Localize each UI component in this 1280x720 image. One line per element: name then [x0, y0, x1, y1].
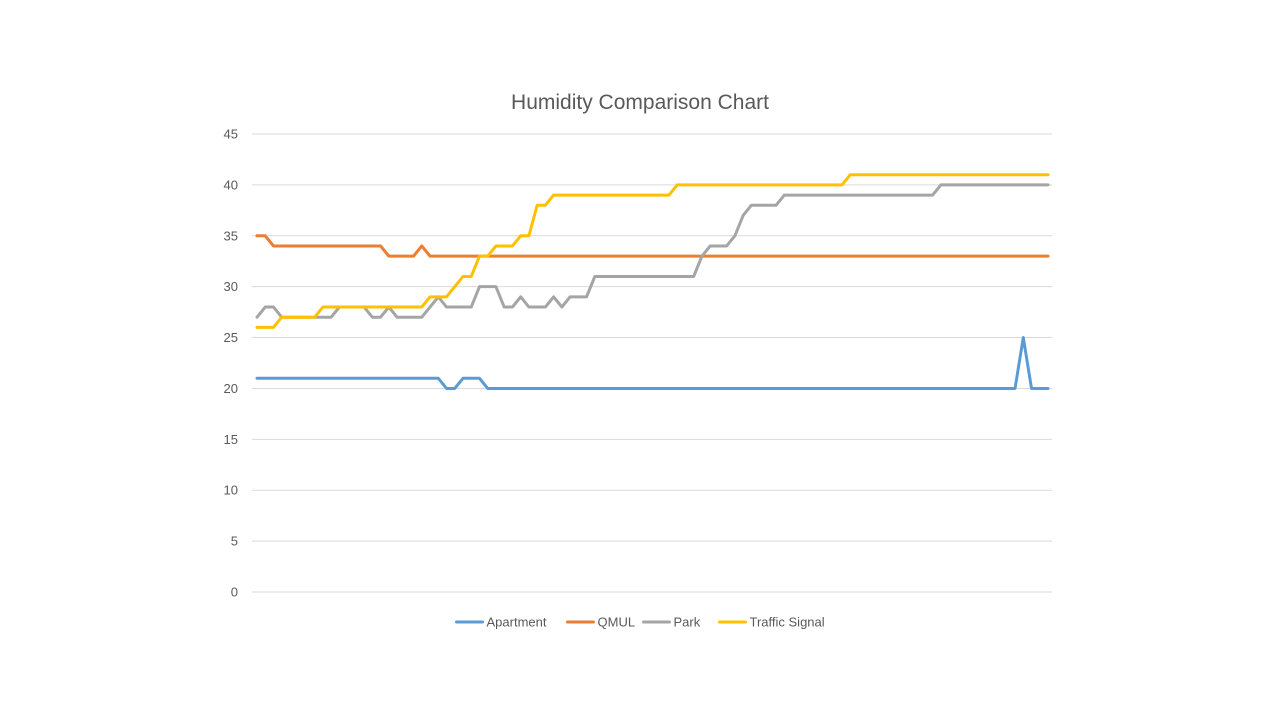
gridlines	[252, 133, 1052, 593]
y-tick-label: 20	[224, 381, 238, 396]
y-tick-label: 0	[231, 585, 238, 600]
series-line-traffic-signal	[255, 173, 1050, 329]
legend-item-traffic-signal: Traffic Signal	[718, 615, 825, 630]
legend-label: Apartment	[487, 615, 547, 630]
legend-item-apartment: Apartment	[455, 615, 547, 630]
y-tick-label: 25	[224, 330, 238, 345]
y-tick-label: 40	[224, 177, 238, 192]
y-tick-label: 35	[224, 228, 238, 243]
y-axis-ticks: 0 5 10 15 20 25 30 35 40 45	[224, 127, 238, 600]
series-line-qmul	[255, 234, 1050, 258]
series-lines	[255, 173, 1050, 390]
legend-label: Traffic Signal	[750, 615, 825, 630]
y-tick-label: 5	[231, 534, 238, 549]
y-tick-label: 15	[224, 432, 238, 447]
y-tick-label: 10	[224, 483, 238, 498]
legend: Apartment QMUL Park Traffic Signal	[455, 615, 825, 630]
chart-title: Humidity Comparison Chart	[511, 91, 769, 114]
y-tick-label: 45	[224, 127, 238, 142]
legend-item-qmul: QMUL	[566, 615, 636, 630]
legend-label: QMUL	[598, 615, 636, 630]
series-line-apartment	[255, 336, 1050, 390]
legend-item-park: Park	[642, 615, 701, 630]
series-line-park	[255, 183, 1050, 319]
y-tick-label: 30	[224, 279, 238, 294]
legend-label: Park	[674, 615, 701, 630]
